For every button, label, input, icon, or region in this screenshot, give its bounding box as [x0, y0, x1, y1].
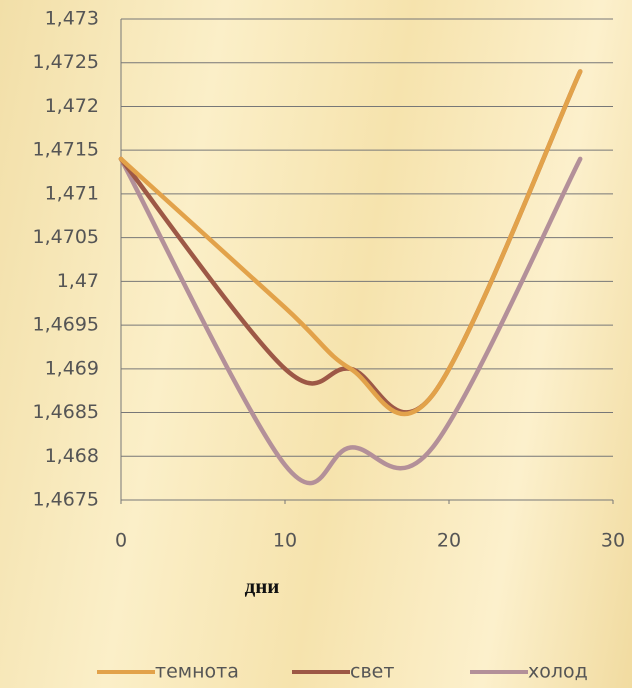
legend-label: свет	[350, 661, 394, 683]
legend-label: холод	[528, 661, 588, 683]
y-tick-label: 1,471	[45, 182, 99, 204]
y-tick-label: 1,4715	[33, 139, 99, 161]
legend-label: темнота	[155, 661, 239, 683]
y-tick-label: 1,47	[57, 270, 99, 292]
series-line	[118, 69, 583, 417]
y-tick-label: 1,472	[45, 95, 99, 117]
y-tick-label: 1,4705	[33, 226, 99, 248]
series-line	[118, 156, 583, 486]
x-tick-label: 10	[273, 530, 297, 552]
x-tick-label: 0	[115, 530, 127, 552]
x-axis-label: дни	[245, 574, 280, 598]
y-tick-label: 1,473	[45, 8, 99, 30]
x-tick-label: 20	[437, 530, 461, 552]
y-tick-label: 1,4695	[33, 314, 99, 336]
x-tick-label: 30	[601, 530, 625, 552]
series-line	[118, 69, 583, 415]
y-tick-label: 1,468	[45, 445, 99, 467]
y-tick-label: 1,469	[45, 357, 99, 379]
y-tick-label: 1,4685	[33, 401, 99, 423]
y-tick-label: 1,4725	[33, 51, 99, 73]
y-tick-label: 1,4675	[33, 489, 99, 511]
